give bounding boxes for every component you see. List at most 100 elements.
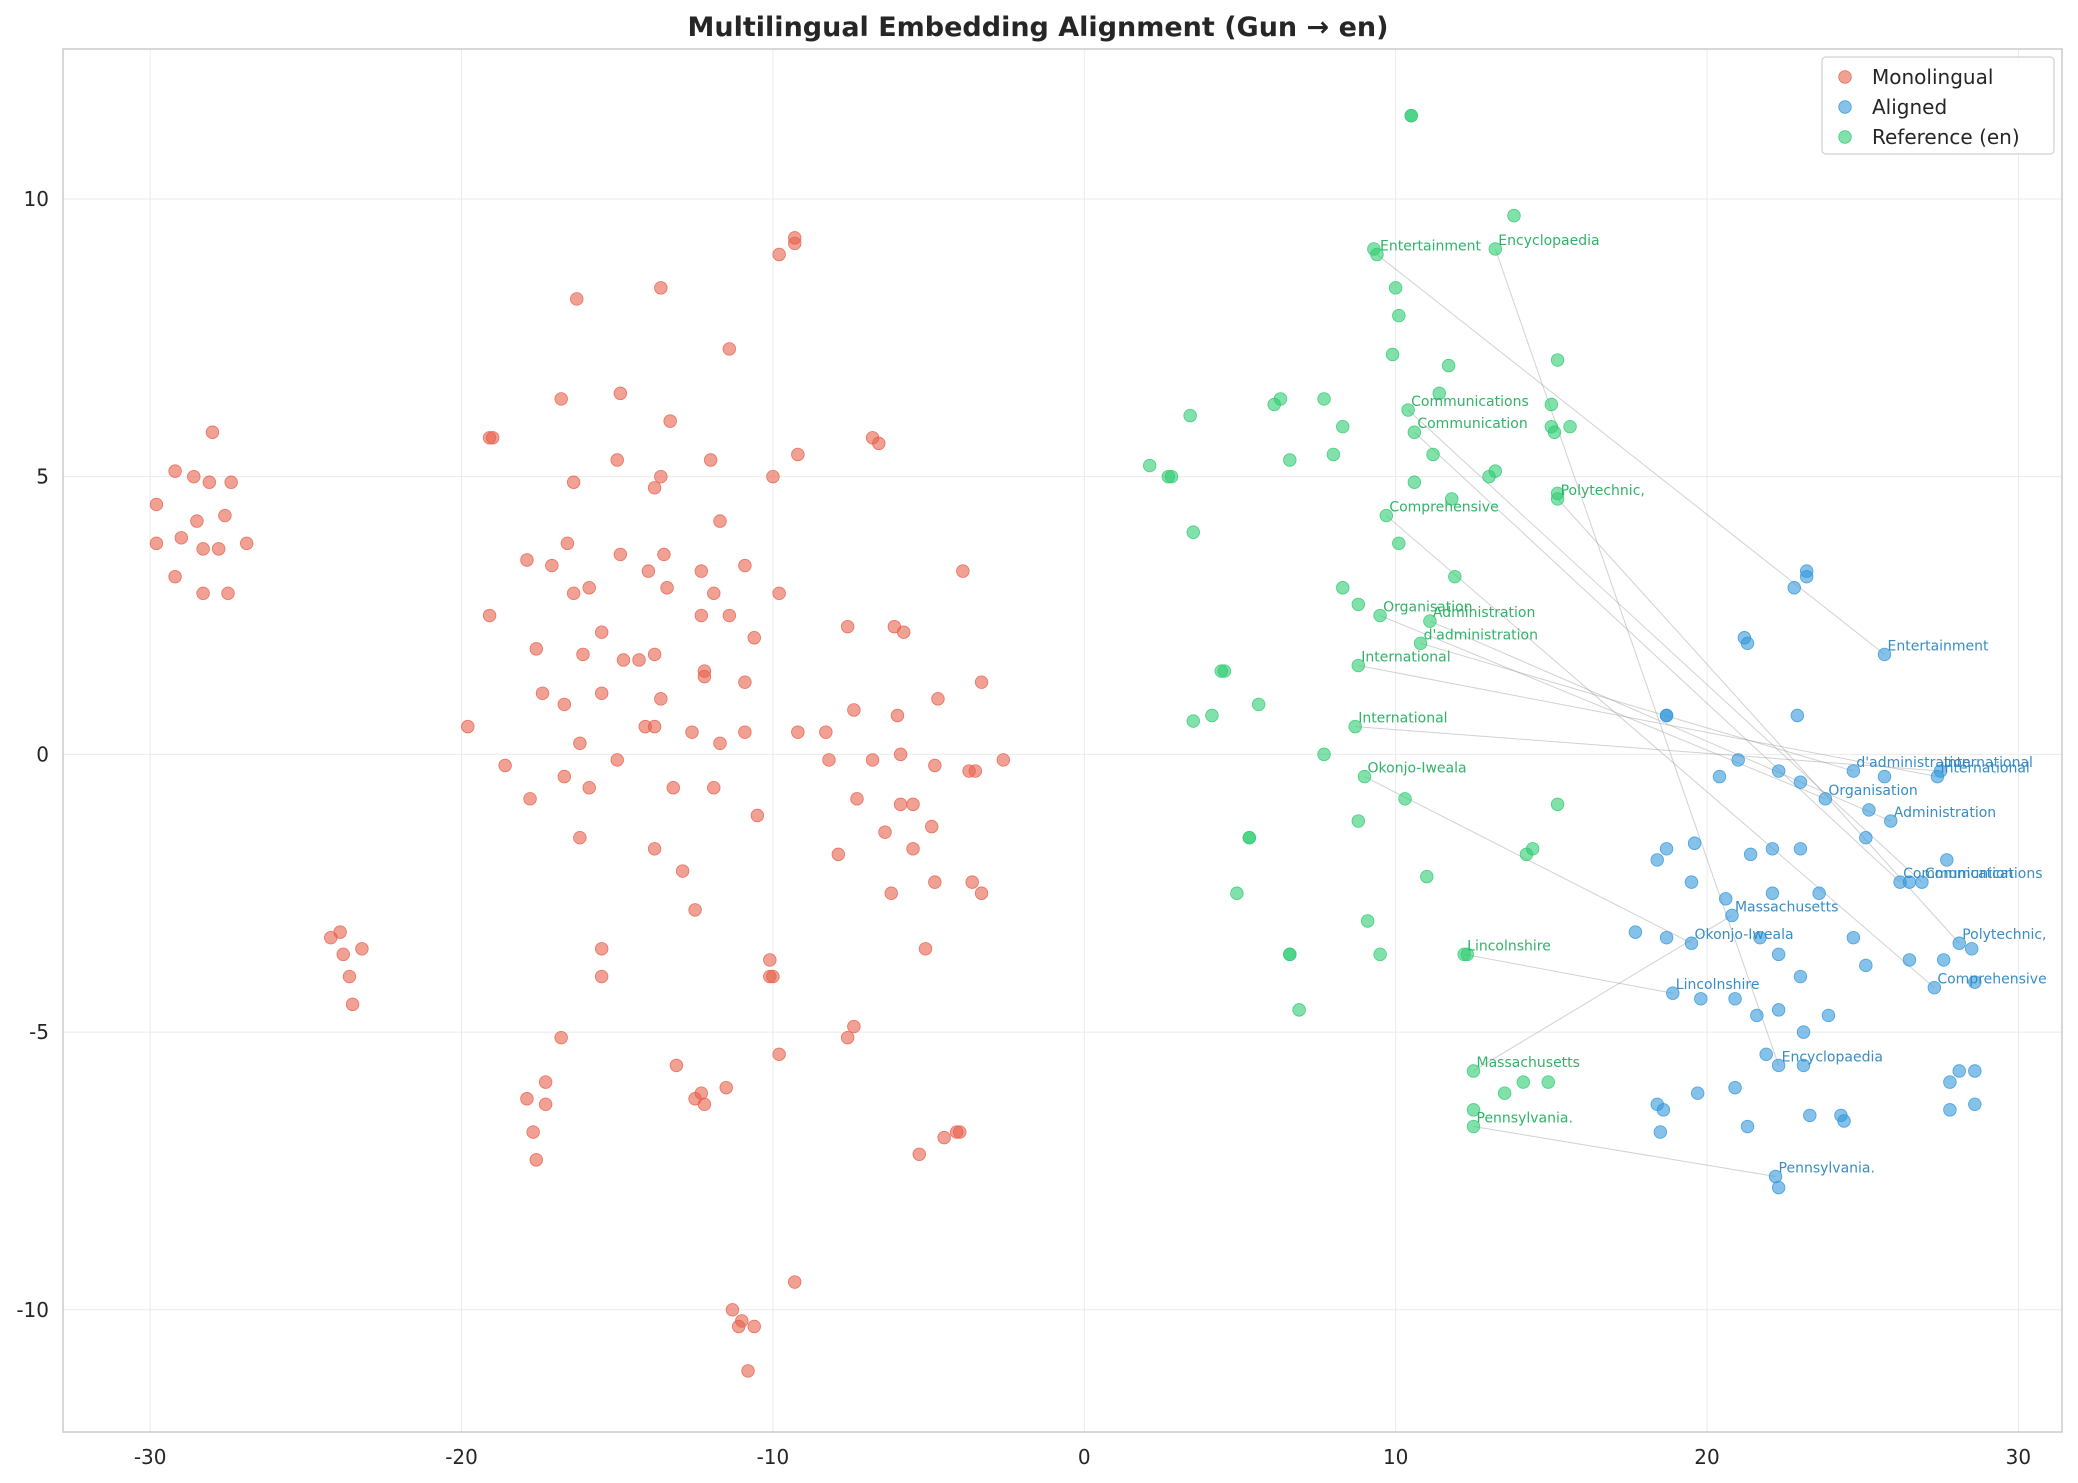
data-point	[1348, 719, 1362, 734]
data-point	[1351, 658, 1366, 673]
data-point	[1684, 875, 1699, 889]
data-point	[1719, 892, 1733, 906]
point-annotation: Pennsylvania.	[1477, 1111, 1573, 1127]
data-point	[763, 953, 777, 967]
data-point	[202, 475, 217, 489]
series-aligned	[1628, 564, 1982, 1195]
data-point	[694, 564, 709, 578]
data-point	[582, 581, 596, 595]
data-point	[1793, 969, 1808, 984]
data-point	[1653, 1125, 1668, 1139]
data-point	[461, 719, 475, 734]
data-point	[872, 436, 886, 451]
data-point	[654, 281, 668, 295]
pair-line	[1407, 409, 1923, 883]
data-point	[498, 758, 512, 773]
data-point	[1407, 475, 1422, 489]
data-point	[205, 425, 220, 439]
data-point	[1407, 425, 1422, 439]
data-point	[1230, 886, 1244, 900]
data-point	[1694, 992, 1708, 1006]
data-point	[822, 753, 836, 767]
data-point	[850, 792, 864, 806]
data-point	[1351, 597, 1366, 612]
data-point	[1507, 208, 1521, 223]
data-point	[1803, 1108, 1817, 1123]
data-point	[187, 469, 201, 484]
legend-marker	[1838, 100, 1852, 114]
data-point	[1936, 953, 1951, 967]
data-point	[1968, 1097, 1982, 1112]
data-point	[1818, 792, 1833, 806]
pair-line	[1429, 620, 1891, 822]
point-annotation: Polytechnic,	[1962, 927, 2046, 943]
data-point	[884, 886, 898, 900]
data-point	[893, 797, 908, 812]
data-point	[1317, 392, 1331, 406]
data-point	[1413, 636, 1428, 651]
data-point	[654, 692, 668, 706]
point-annotation: Comprehensive	[1389, 500, 1498, 516]
data-point	[482, 608, 497, 623]
point-annotation: Communication	[1903, 866, 2013, 882]
data-point	[738, 558, 752, 573]
data-point	[1426, 447, 1440, 462]
plot-frame	[62, 48, 2063, 1433]
data-point	[713, 736, 727, 750]
data-point	[1516, 1075, 1531, 1089]
data-point	[554, 392, 568, 406]
point-annotation: Communications	[1411, 394, 1529, 410]
data-point	[566, 586, 581, 601]
data-point	[741, 1364, 755, 1378]
data-point	[1771, 1180, 1786, 1195]
data-point	[1401, 403, 1415, 417]
data-point	[557, 769, 572, 784]
data-point	[610, 453, 624, 467]
data-point	[1466, 1103, 1481, 1117]
point-annotation: Organisation	[1383, 600, 1472, 616]
data-point	[1466, 1119, 1481, 1134]
data-point	[1793, 775, 1808, 789]
data-point	[928, 758, 942, 773]
data-point	[974, 675, 989, 689]
data-point	[968, 764, 983, 778]
data-point	[703, 453, 718, 467]
legend-marker	[1838, 70, 1852, 84]
data-point	[1441, 358, 1456, 373]
data-point	[1550, 797, 1565, 812]
data-point	[1360, 914, 1375, 928]
point-annotation: Lincolnshire	[1467, 938, 1551, 954]
point-annotation: Administration	[1894, 805, 1996, 821]
data-point	[725, 1303, 740, 1317]
data-point	[1385, 347, 1400, 362]
data-point	[485, 431, 500, 445]
data-point	[707, 781, 721, 795]
point-annotation: Encyclopaedia	[1498, 233, 1599, 249]
data-point	[1837, 1114, 1851, 1128]
data-point	[1519, 847, 1534, 862]
data-point	[1379, 508, 1394, 523]
data-point	[1404, 108, 1418, 123]
data-point	[1690, 1086, 1705, 1100]
data-point	[1370, 247, 1384, 262]
data-point	[1186, 525, 1200, 539]
data-point	[1712, 769, 1727, 784]
data-point	[1488, 242, 1503, 256]
data-point	[520, 553, 534, 567]
data-point	[1336, 419, 1350, 434]
data-point	[594, 625, 609, 639]
data-point	[1787, 581, 1801, 595]
data-point	[697, 1097, 712, 1112]
data-point	[906, 797, 920, 812]
data-point	[819, 725, 833, 739]
point-annotation: d'administration	[1424, 627, 1538, 643]
data-point	[1968, 1064, 1982, 1078]
data-point	[865, 753, 880, 767]
data-point	[570, 292, 584, 306]
data-point	[840, 1030, 855, 1045]
point-annotation: International	[1944, 755, 2033, 771]
data-point	[557, 697, 572, 712]
data-point	[1728, 992, 1742, 1006]
data-points	[149, 108, 1982, 1378]
data-point	[931, 692, 945, 706]
